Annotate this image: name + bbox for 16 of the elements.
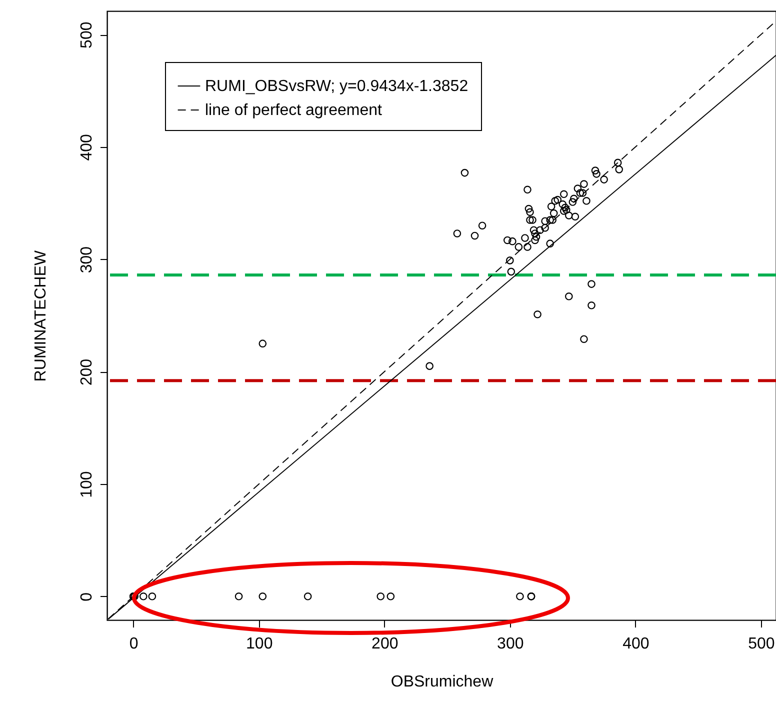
y-tick-label: 200 — [78, 358, 96, 386]
legend-label: line of perfect agreement — [205, 102, 383, 119]
y-axis-title: RUMINATECHEW — [32, 249, 50, 382]
x-tick-label: 100 — [246, 636, 273, 652]
x-tick-label: 500 — [748, 636, 775, 652]
y-tick-label: 400 — [78, 134, 96, 161]
x-tick-label: 200 — [372, 636, 398, 652]
x-tick-label: 0 — [129, 636, 138, 652]
y-tick-label: 100 — [78, 471, 96, 498]
y-tick-label: 300 — [78, 246, 96, 274]
x-tick-label: 400 — [622, 636, 650, 652]
legend-label: RUMI_OBSvsRW; y=0.9434x-1.3852 — [205, 78, 468, 95]
y-tick-label: 0 — [78, 592, 96, 602]
y-tick-label: 500 — [78, 22, 96, 48]
x-axis-title: OBSrumichew — [390, 674, 494, 690]
x-tick-label: 300 — [497, 636, 524, 652]
